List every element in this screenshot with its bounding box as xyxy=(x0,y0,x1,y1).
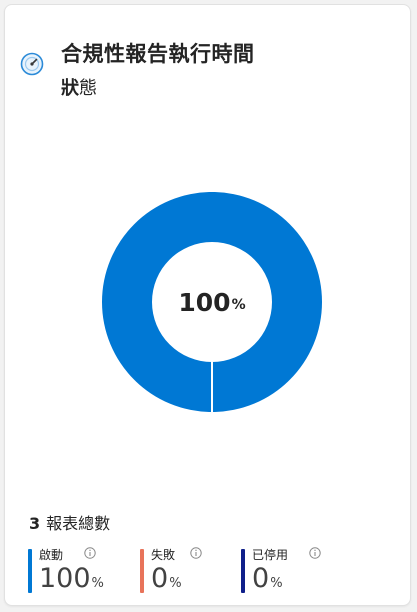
total-label: 報表總數 xyxy=(46,514,111,533)
legend-item-failed: 失敗 0% xyxy=(140,546,250,596)
legend-label-failed: 失敗 xyxy=(151,548,176,562)
legend-value-unit: % xyxy=(270,576,283,591)
donut-center-label: 100% xyxy=(102,192,322,412)
legend-value-active: 100% xyxy=(39,564,104,599)
legend-value-failed: 0% xyxy=(151,564,182,599)
info-icon[interactable] xyxy=(309,547,321,559)
legend-color-bar xyxy=(241,549,245,593)
legend-color-bar xyxy=(28,549,32,593)
info-icon[interactable] xyxy=(84,547,96,559)
legend-value-disabled: 0% xyxy=(252,564,283,599)
status-donut-chart: 100% xyxy=(101,191,322,413)
legend-value-number: 0 xyxy=(151,563,169,594)
card-subtitle: 狀態 xyxy=(61,74,97,100)
total-count: 3 xyxy=(29,514,41,533)
compliance-report-card: 合規性報告執行時間 狀態 100% 3 報表總數 啟動 100% 失敗 xyxy=(4,4,411,606)
total-reports: 3 報表總數 xyxy=(29,510,110,534)
legend-value-number: 100 xyxy=(39,563,91,594)
legend-color-bar xyxy=(140,549,144,593)
info-icon[interactable] xyxy=(190,547,202,559)
donut-center-unit: % xyxy=(231,297,246,313)
subtitle-rest-part: 態 xyxy=(79,78,97,99)
donut-svg xyxy=(101,191,322,413)
subtitle-bold-part: 狀 xyxy=(61,78,79,99)
gauge-icon xyxy=(20,52,44,76)
legend-item-disabled: 已停用 0% xyxy=(241,546,351,596)
donut-segment-active xyxy=(101,191,322,413)
legend-value-unit: % xyxy=(169,576,182,591)
card-title: 合規性報告執行時間 xyxy=(61,42,255,66)
donut-center-value: 100 xyxy=(178,287,231,317)
legend-label-active: 啟動 xyxy=(39,548,64,562)
legend-value-unit: % xyxy=(91,576,104,591)
legend-label-disabled: 已停用 xyxy=(252,548,289,562)
legend-value-number: 0 xyxy=(252,563,270,594)
legend-item-active: 啟動 100% xyxy=(28,546,138,596)
